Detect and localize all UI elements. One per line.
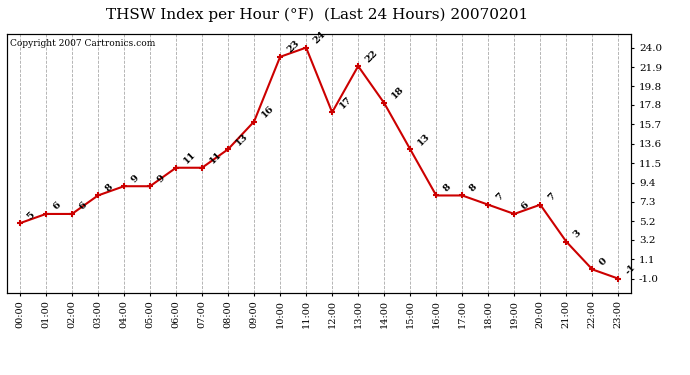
Text: 24: 24 bbox=[312, 30, 328, 45]
Text: -1: -1 bbox=[624, 262, 638, 276]
Text: 8: 8 bbox=[442, 182, 453, 193]
Text: 8: 8 bbox=[468, 182, 479, 193]
Text: 17: 17 bbox=[337, 94, 353, 110]
Text: 18: 18 bbox=[390, 85, 406, 101]
Text: 7: 7 bbox=[494, 191, 505, 202]
Text: 3: 3 bbox=[572, 228, 583, 240]
Text: Copyright 2007 Cartronics.com: Copyright 2007 Cartronics.com bbox=[10, 39, 155, 48]
Text: 7: 7 bbox=[546, 191, 557, 202]
Text: 9: 9 bbox=[130, 173, 141, 184]
Text: 8: 8 bbox=[104, 182, 115, 193]
Text: 6: 6 bbox=[52, 201, 63, 212]
Text: 0: 0 bbox=[598, 256, 609, 267]
Text: 13: 13 bbox=[234, 131, 250, 147]
Text: 13: 13 bbox=[416, 131, 431, 147]
Text: 6: 6 bbox=[77, 201, 88, 212]
Text: THSW Index per Hour (°F)  (Last 24 Hours) 20070201: THSW Index per Hour (°F) (Last 24 Hours)… bbox=[106, 8, 529, 22]
Text: 11: 11 bbox=[208, 150, 224, 166]
Text: 9: 9 bbox=[155, 173, 167, 184]
Text: 16: 16 bbox=[259, 104, 275, 119]
Text: 23: 23 bbox=[286, 39, 302, 55]
Text: 5: 5 bbox=[26, 210, 37, 221]
Text: 6: 6 bbox=[520, 201, 531, 212]
Text: 22: 22 bbox=[364, 48, 380, 64]
Text: 11: 11 bbox=[181, 150, 197, 166]
